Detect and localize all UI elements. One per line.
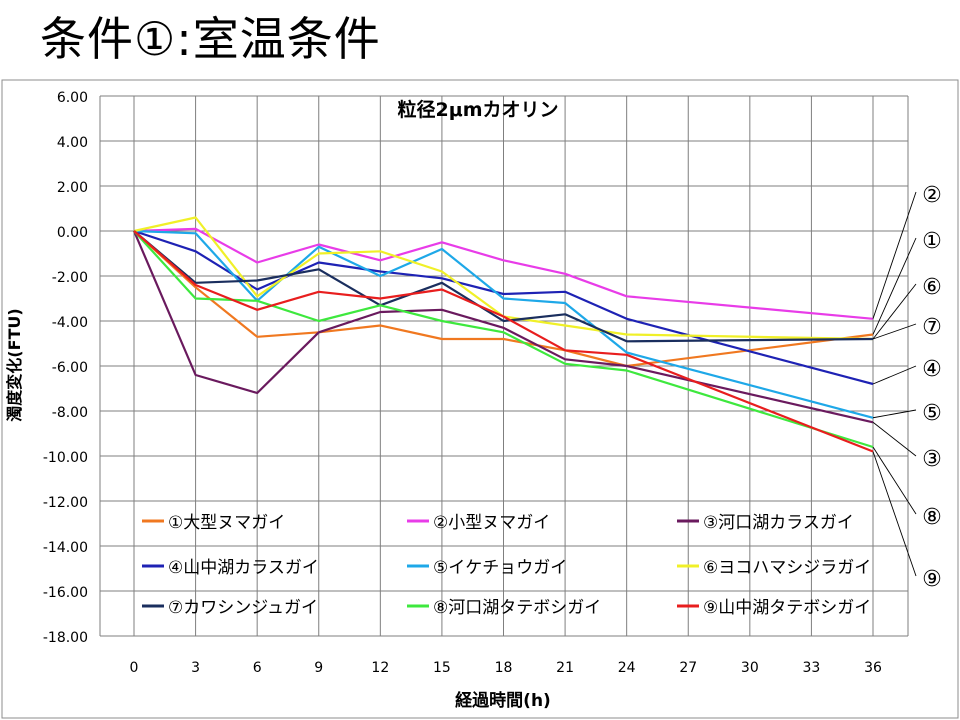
x-tick-label: 21 bbox=[556, 660, 574, 676]
end-label: ③ bbox=[922, 447, 942, 472]
y-tick-label: -12.00 bbox=[43, 495, 88, 511]
y-tick-label: -8.00 bbox=[52, 405, 88, 421]
callout-leader bbox=[872, 409, 917, 419]
x-tick-label: 15 bbox=[433, 660, 451, 676]
series-line bbox=[133, 230, 874, 453]
x-tick-label: 36 bbox=[864, 660, 882, 676]
y-tick-label: -18.00 bbox=[43, 630, 88, 646]
series-line bbox=[133, 229, 874, 386]
end-label: ⑥ bbox=[922, 275, 942, 300]
axes: 6.00 4.00 2.00 0.00 -2.00 -4.00 -6.00 -8.00 -10.… bbox=[43, 90, 882, 676]
legend-label: ⑤イケチョウガイ bbox=[433, 558, 567, 578]
y-tick-label: 6.00 bbox=[57, 90, 88, 106]
x-tick-label: 9 bbox=[314, 660, 323, 676]
callout-leader bbox=[872, 446, 917, 515]
x-tick-label: 27 bbox=[679, 660, 697, 676]
callout-leader bbox=[872, 451, 917, 577]
y-axis-title: 濁度変化(FTU) bbox=[5, 308, 24, 421]
callout-leader bbox=[872, 191, 917, 319]
x-tick-label: 0 bbox=[130, 660, 139, 676]
y-tick-label: 4.00 bbox=[57, 135, 88, 151]
end-label: ② bbox=[922, 183, 942, 208]
callout-leader bbox=[872, 283, 917, 340]
y-tick-label: 0.00 bbox=[57, 225, 88, 241]
legend-label: ④山中湖カラスガイ bbox=[168, 558, 319, 578]
legend-label: ⑦カワシンジュガイ bbox=[168, 598, 318, 618]
y-tick-label: 2.00 bbox=[57, 180, 88, 196]
series-lines bbox=[132, 216, 874, 453]
series-line bbox=[132, 230, 874, 424]
y-tick-label: -10.00 bbox=[43, 450, 88, 466]
y-tick-label: -16.00 bbox=[43, 585, 88, 601]
callout-leader bbox=[872, 421, 917, 457]
y-tick-label: -4.00 bbox=[52, 315, 88, 331]
end-label: ④ bbox=[922, 357, 942, 382]
series-line bbox=[133, 230, 874, 449]
legend-label: ⑧河口湖タテボシガイ bbox=[433, 598, 601, 618]
callout-leader bbox=[872, 323, 917, 340]
slide-title: 条件①:室温条件 bbox=[40, 12, 381, 66]
callout-leader bbox=[872, 365, 917, 385]
end-label: ① bbox=[922, 229, 942, 254]
y-tick-label: -14.00 bbox=[43, 540, 88, 556]
series-line bbox=[133, 227, 874, 320]
y-tick-label: -6.00 bbox=[52, 360, 88, 376]
x-tick-label: 12 bbox=[371, 660, 389, 676]
chart-area-border bbox=[1, 79, 959, 719]
x-axis-title: 経過時間(h) bbox=[455, 690, 551, 711]
legend-label: ②小型ヌマガイ bbox=[433, 513, 550, 533]
x-tick-label: 6 bbox=[253, 660, 262, 676]
series-line bbox=[133, 216, 874, 341]
end-labels: ② ① ⑥ ⑦ ④ ⑤ ③ ⑧ ⑨ bbox=[872, 183, 942, 592]
end-label: ⑦ bbox=[922, 315, 942, 340]
x-tick-label: 24 bbox=[618, 660, 636, 676]
x-tick-label: 3 bbox=[191, 660, 200, 676]
series-line bbox=[133, 230, 874, 368]
x-tick-label: 33 bbox=[803, 660, 821, 676]
legend: ①大型ヌマガイ ②小型ヌマガイ ③河口湖カラスガイ ④山中湖カラスガイ ⑤イケチョウガイ… bbox=[142, 513, 871, 618]
x-tick-label: 18 bbox=[495, 660, 513, 676]
legend-label: ①大型ヌマガイ bbox=[168, 513, 285, 533]
callout-leader bbox=[872, 237, 917, 335]
x-tick-label: 30 bbox=[741, 660, 759, 676]
legend-label: ③河口湖カラスガイ bbox=[703, 513, 854, 533]
end-label: ⑨ bbox=[922, 567, 942, 592]
end-label: ⑤ bbox=[922, 401, 942, 426]
y-tick-label: -2.00 bbox=[52, 270, 88, 286]
chart-title: 粒径2μmカオリン bbox=[398, 98, 559, 121]
end-label: ⑧ bbox=[922, 505, 942, 530]
legend-label: ⑥ヨコハマシジラガイ bbox=[703, 558, 871, 578]
legend-label: ⑨山中湖タテボシガイ bbox=[703, 598, 871, 618]
